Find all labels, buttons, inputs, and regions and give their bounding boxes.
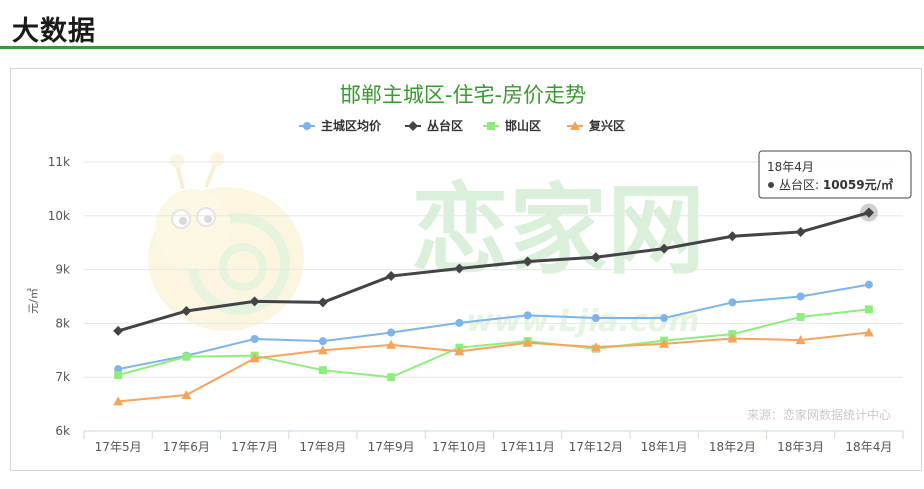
x-tick-label: 17年12月	[569, 440, 624, 454]
legend-label: 主城区均价	[321, 118, 382, 133]
x-tick-label: 18年1月	[641, 440, 688, 454]
data-source-note: 来源：恋家网数据统计中心	[747, 407, 891, 422]
chart-legend: 主城区均价 丛台区 邯山区 复兴区	[299, 118, 625, 133]
data-point	[114, 371, 123, 380]
series-4	[113, 327, 874, 406]
tooltip-series-name: 丛台区:	[779, 177, 823, 192]
data-point	[455, 318, 464, 327]
tooltip-series-marker	[768, 182, 774, 188]
data-point	[795, 226, 806, 237]
data-point	[864, 280, 873, 289]
x-tick-label: 17年11月	[500, 440, 555, 454]
data-point	[386, 271, 397, 282]
data-point	[522, 337, 533, 347]
data-point	[249, 296, 260, 307]
y-tick-label: 9k	[55, 263, 70, 277]
data-point	[659, 338, 670, 348]
y-tick-label: 6k	[55, 424, 70, 438]
data-point	[250, 335, 259, 344]
data-point	[796, 292, 805, 301]
series-line	[117, 283, 870, 371]
data-point	[590, 252, 601, 263]
data-point	[727, 333, 738, 343]
data-point	[863, 327, 874, 337]
price-trend-chart: 恋家网 www.Ljia.com 邯郸主城区-住宅-房价走势 主城区均价 丛台区 邯…	[27, 83, 912, 454]
data-point	[181, 389, 192, 399]
data-point	[591, 314, 600, 323]
page-title: 大数据	[12, 16, 96, 47]
watermark-logo-text: 恋家网	[411, 174, 705, 288]
x-tick-label: 18年4月	[845, 440, 892, 454]
data-point	[181, 306, 192, 317]
legend-item: 复兴区	[567, 118, 625, 133]
data-point	[728, 298, 737, 307]
snail-mascot-icon	[148, 152, 304, 331]
x-tick-label: 18年2月	[709, 440, 756, 454]
data-point	[317, 345, 328, 355]
data-point	[318, 366, 327, 375]
data-point	[454, 263, 465, 274]
legend-marker	[570, 121, 580, 130]
x-tick-label: 17年7月	[231, 440, 278, 454]
tooltip-value: 10059元/㎡	[823, 177, 893, 192]
legend-label: 邯山区	[505, 118, 541, 133]
chart-title: 邯郸主城区-住宅-房价走势	[340, 83, 586, 107]
data-point	[386, 339, 397, 349]
data-point	[249, 353, 260, 363]
x-tick-label: 17年9月	[368, 440, 415, 454]
data-point	[660, 314, 669, 323]
legend-item: 丛台区	[405, 118, 463, 133]
data-point	[318, 337, 327, 346]
data-point	[113, 325, 124, 336]
x-axis: 17年5月 17年6月 17年7月 17年8月 17年9月 17年10月 17年11月 17年…	[83, 430, 904, 454]
data-point	[454, 346, 465, 356]
legend-marker	[408, 121, 418, 131]
legend-marker	[303, 122, 311, 130]
data-point	[590, 342, 601, 352]
tooltip-header: 18年4月	[767, 160, 814, 174]
x-tick-label: 17年6月	[163, 440, 210, 454]
series-line	[117, 308, 869, 379]
legend-marker	[487, 122, 495, 130]
legend-item: 主城区均价	[299, 118, 382, 133]
chart-series	[113, 203, 878, 406]
data-point	[387, 328, 396, 337]
data-point	[113, 396, 124, 406]
data-point	[727, 231, 738, 242]
y-axis: 6k 7k 8k 9k 10k 11k	[48, 155, 70, 438]
y-axis-label: 元/㎡	[27, 288, 40, 314]
data-point	[864, 305, 873, 314]
chart-container: 恋家网 www.Ljia.com 邯郸主城区-住宅-房价走势 主城区均价 丛台区 邯…	[10, 68, 922, 471]
series-1	[114, 280, 873, 374]
data-point	[796, 312, 805, 321]
y-tick-label: 8k	[55, 316, 70, 330]
series-line	[117, 211, 870, 333]
data-point	[182, 352, 191, 361]
chart-tooltip: 18年4月 丛台区: 10059元/㎡	[758, 150, 912, 199]
legend-label: 复兴区	[588, 118, 625, 133]
watermark: 恋家网 www.Ljia.com	[148, 152, 705, 339]
x-tick-label: 17年8月	[299, 440, 346, 454]
page-header: 大数据	[0, 0, 924, 49]
legend-label: 丛台区	[427, 118, 463, 133]
series-line	[118, 331, 869, 403]
y-tick-label: 10k	[48, 209, 70, 223]
y-tick-label: 11k	[48, 155, 70, 169]
x-tick-label: 17年5月	[95, 440, 142, 454]
data-point	[659, 243, 670, 254]
watermark-url: www.Ljia.com	[466, 304, 700, 339]
x-tick-label: 17年10月	[432, 440, 487, 454]
tooltip-series-label: 丛台区: 10059元/㎡	[779, 177, 893, 192]
data-point	[523, 311, 532, 320]
data-point	[522, 256, 533, 267]
x-tick-label: 18年3月	[777, 440, 824, 454]
data-point	[317, 297, 328, 308]
y-tick-label: 7k	[55, 370, 70, 384]
hover-point	[863, 207, 874, 218]
legend-item: 邯山区	[483, 118, 541, 133]
data-point	[387, 373, 396, 382]
data-point	[795, 335, 806, 345]
